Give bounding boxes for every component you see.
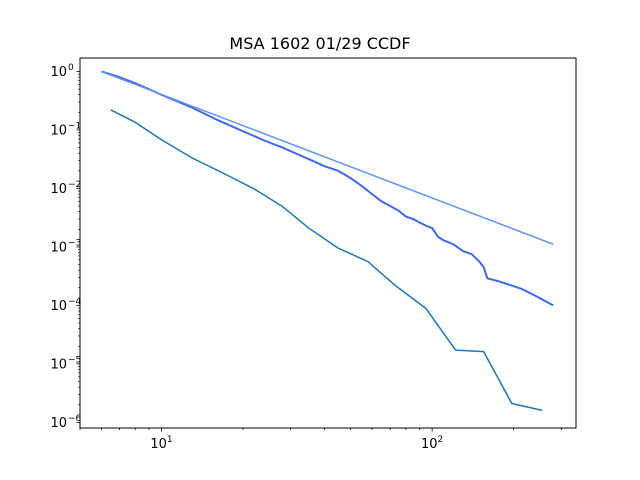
plot-area-frame [79,57,577,429]
y-tick-label-base: 10 [50,416,67,431]
y-tick-label-base: 10 [50,299,67,314]
y-tick-label: 10 [50,123,67,138]
series-layer [101,70,554,412]
x-tick-label-base: 10 [421,437,438,452]
x-tick-label-exponent: 2 [438,435,444,445]
y-tick-label: 10 [50,65,67,80]
y-tick-label-exponent: −6 [68,414,82,424]
x-tick-label-exponent: 1 [167,435,173,445]
y-tick-label-base: 10 [50,65,67,80]
chart-title: MSA 1602 01/29 CCDF [229,34,410,53]
y-tick-label-exponent: −3 [68,238,81,248]
y-tick-label-base: 10 [50,123,67,138]
y-tick-label-exponent: −5 [68,355,81,365]
y-tick-label: 10 [50,240,67,255]
y-tick-label-base: 10 [50,357,67,372]
y-tick-label-exponent: −1 [68,121,81,131]
x-axis-ticks: 101 102 [79,428,562,452]
y-tick-label: 10 [50,416,67,431]
y-tick-label: 10 [50,299,67,314]
series-line-3 [101,70,554,245]
y-tick-label-exponent: 0 [68,63,74,73]
x-tick-label: 102 [421,435,443,452]
y-tick-label: 10 [50,357,67,372]
y-tick-label: 10 [50,182,67,197]
y-tick-label-exponent: −2 [68,180,81,190]
series-line-2 [101,70,554,307]
y-tick-label-base: 10 [50,182,67,197]
y-tick-label-base: 10 [50,240,67,255]
x-tick-label: 101 [150,435,172,452]
y-tick-label-exponent: −4 [68,297,82,307]
series-line-1 [110,109,543,412]
x-tick-label-base: 10 [150,437,167,452]
